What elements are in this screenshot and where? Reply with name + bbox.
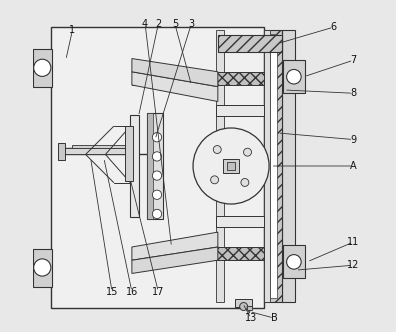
Circle shape	[152, 190, 162, 200]
Bar	[283, 245, 305, 279]
Bar	[264, 31, 282, 301]
Text: 17: 17	[152, 287, 164, 296]
Polygon shape	[247, 306, 251, 313]
Bar	[132, 247, 264, 260]
Circle shape	[213, 145, 221, 153]
Bar	[51, 27, 264, 308]
Bar	[63, 148, 130, 154]
Text: 16: 16	[126, 287, 138, 296]
Text: 5: 5	[172, 19, 178, 29]
Bar	[235, 299, 252, 306]
Bar	[223, 159, 239, 173]
Bar	[130, 115, 139, 217]
Circle shape	[152, 209, 162, 218]
Circle shape	[152, 152, 162, 161]
Bar	[283, 60, 305, 93]
Bar	[216, 105, 264, 117]
Polygon shape	[132, 232, 218, 260]
Text: 6: 6	[331, 22, 337, 32]
Bar	[227, 162, 235, 170]
Text: 1: 1	[69, 26, 75, 36]
Circle shape	[193, 128, 269, 204]
Text: 9: 9	[350, 134, 356, 144]
Circle shape	[244, 148, 251, 156]
Text: 3: 3	[188, 19, 194, 29]
Bar	[264, 31, 270, 301]
Circle shape	[34, 259, 51, 276]
Circle shape	[240, 302, 248, 310]
Bar	[216, 31, 225, 301]
Circle shape	[241, 179, 249, 187]
Bar	[132, 72, 264, 85]
Circle shape	[287, 255, 301, 269]
Bar	[147, 113, 153, 219]
Text: 11: 11	[347, 237, 360, 247]
Text: B: B	[270, 313, 278, 323]
Circle shape	[211, 176, 219, 184]
Circle shape	[152, 132, 162, 142]
Circle shape	[152, 171, 162, 180]
Bar	[268, 34, 277, 298]
Bar	[147, 113, 163, 219]
Circle shape	[287, 69, 301, 84]
Bar	[72, 144, 129, 148]
Bar	[33, 249, 52, 287]
Circle shape	[34, 59, 51, 76]
Text: 13: 13	[245, 313, 257, 323]
Bar	[33, 48, 52, 87]
Text: 2: 2	[155, 19, 162, 29]
Bar	[282, 31, 295, 301]
Polygon shape	[132, 247, 218, 274]
Bar	[59, 143, 65, 160]
Bar	[218, 36, 282, 52]
Polygon shape	[132, 58, 218, 87]
Bar	[125, 126, 133, 181]
Bar	[247, 306, 252, 310]
Text: 4: 4	[142, 19, 148, 29]
Bar	[216, 215, 264, 227]
Text: 12: 12	[347, 260, 360, 270]
Text: 15: 15	[106, 287, 118, 296]
Text: 8: 8	[350, 88, 356, 98]
Text: A: A	[350, 161, 357, 171]
Polygon shape	[132, 72, 218, 102]
Text: 7: 7	[350, 55, 356, 65]
